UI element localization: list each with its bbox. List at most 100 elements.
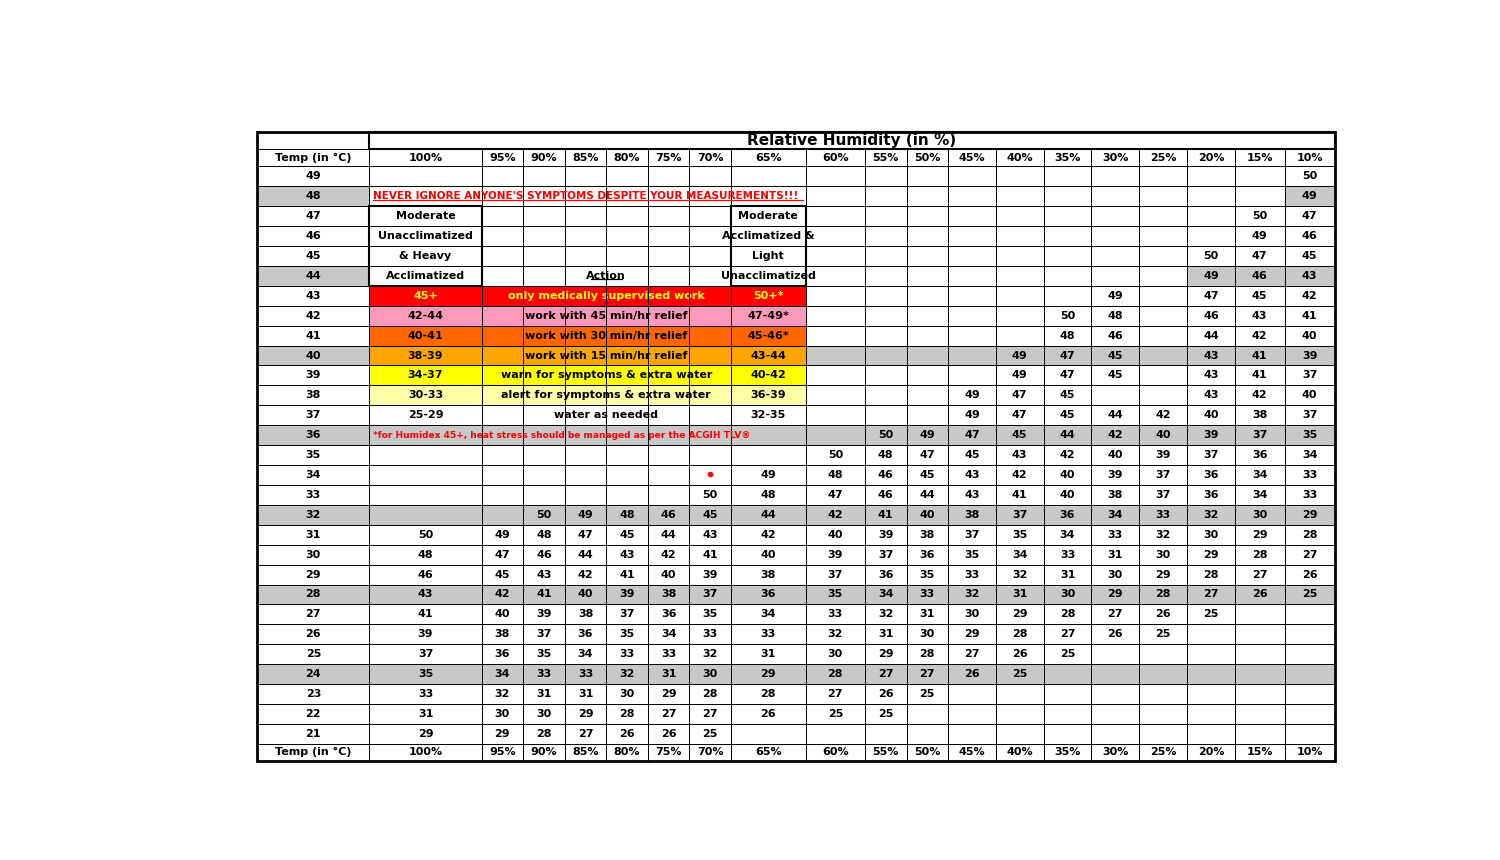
Bar (1284, 326, 1335, 346)
Bar (258, 366, 369, 385)
Bar (1284, 405, 1335, 425)
Bar (996, 525, 1044, 544)
Text: only medically supervised work: only medically supervised work (509, 291, 705, 301)
Text: 44: 44 (660, 530, 676, 540)
Bar (865, 585, 906, 605)
Bar (1092, 425, 1138, 445)
Bar (564, 624, 606, 644)
Bar (1044, 166, 1092, 187)
Bar (1234, 266, 1284, 286)
Bar (906, 644, 948, 664)
Bar (906, 544, 948, 565)
Text: Action: Action (586, 271, 626, 281)
Bar (482, 684, 524, 704)
Text: 38: 38 (662, 589, 676, 599)
Bar (690, 445, 730, 465)
Bar (1044, 644, 1092, 664)
Bar (1092, 425, 1138, 445)
Text: 29: 29 (1252, 530, 1268, 540)
Bar (258, 306, 369, 326)
Bar (648, 206, 690, 226)
Text: 44: 44 (920, 490, 934, 500)
Bar (1092, 385, 1138, 405)
Bar (1234, 246, 1284, 266)
Bar (606, 206, 648, 226)
Bar (865, 425, 906, 445)
Bar (369, 704, 482, 724)
Text: 29: 29 (1302, 510, 1317, 519)
Bar (1284, 206, 1335, 226)
Bar (1138, 286, 1186, 306)
Text: 30: 30 (1155, 550, 1170, 560)
Text: 40: 40 (578, 589, 594, 599)
Bar (1044, 425, 1092, 445)
Bar (564, 544, 606, 565)
Bar (690, 664, 730, 684)
Bar (258, 605, 369, 624)
Text: 37: 37 (537, 630, 552, 639)
Text: 20%: 20% (1197, 153, 1224, 163)
Text: 45: 45 (1107, 371, 1124, 380)
Bar (1044, 150, 1092, 166)
Bar (730, 724, 806, 744)
Text: 27: 27 (920, 669, 934, 679)
Bar (1138, 565, 1186, 585)
Bar (1044, 326, 1092, 346)
Bar (369, 605, 482, 624)
Bar (1284, 445, 1335, 465)
Bar (730, 206, 806, 286)
Bar (690, 505, 730, 525)
Bar (564, 525, 606, 544)
Text: 80%: 80% (614, 153, 640, 163)
Text: 34: 34 (878, 589, 894, 599)
Bar (1186, 246, 1234, 266)
Bar (948, 306, 996, 326)
Bar (606, 266, 648, 286)
Text: 50: 50 (1060, 310, 1076, 321)
Bar (730, 306, 806, 326)
Bar (1284, 346, 1335, 366)
Text: 28: 28 (306, 589, 321, 599)
Bar (996, 187, 1044, 206)
Bar (369, 624, 482, 644)
Text: 85%: 85% (573, 153, 598, 163)
Bar (1092, 326, 1138, 346)
Bar (1044, 505, 1092, 525)
Bar (690, 605, 730, 624)
Bar (690, 366, 730, 385)
Text: 38: 38 (964, 510, 980, 519)
Bar (1284, 585, 1335, 605)
Bar (1234, 405, 1284, 425)
Bar (865, 644, 906, 664)
Bar (524, 664, 564, 684)
Text: 49: 49 (1302, 191, 1317, 201)
Bar (482, 624, 524, 644)
Text: 49: 49 (920, 430, 934, 440)
Bar (690, 605, 730, 624)
Text: 37: 37 (964, 530, 980, 540)
Bar (564, 366, 606, 385)
Bar (865, 664, 906, 684)
Text: 27: 27 (1252, 569, 1268, 580)
Bar (648, 485, 690, 505)
Bar (996, 664, 1044, 684)
Text: 31: 31 (1060, 569, 1076, 580)
Text: 23: 23 (306, 689, 321, 699)
Text: 39: 39 (828, 550, 843, 560)
Bar (564, 684, 606, 704)
Text: 35: 35 (419, 669, 434, 679)
Bar (648, 246, 690, 266)
Bar (690, 286, 730, 306)
Text: 39: 39 (1302, 351, 1317, 360)
Bar (906, 684, 948, 704)
Bar (865, 505, 906, 525)
Text: 27: 27 (662, 709, 676, 719)
Text: 28: 28 (828, 669, 843, 679)
Bar (606, 605, 648, 624)
Text: 34: 34 (1252, 470, 1268, 480)
Bar (1138, 605, 1186, 624)
Text: 26: 26 (306, 630, 321, 639)
Bar (906, 704, 948, 724)
Bar (1044, 266, 1092, 286)
Bar (996, 704, 1044, 724)
